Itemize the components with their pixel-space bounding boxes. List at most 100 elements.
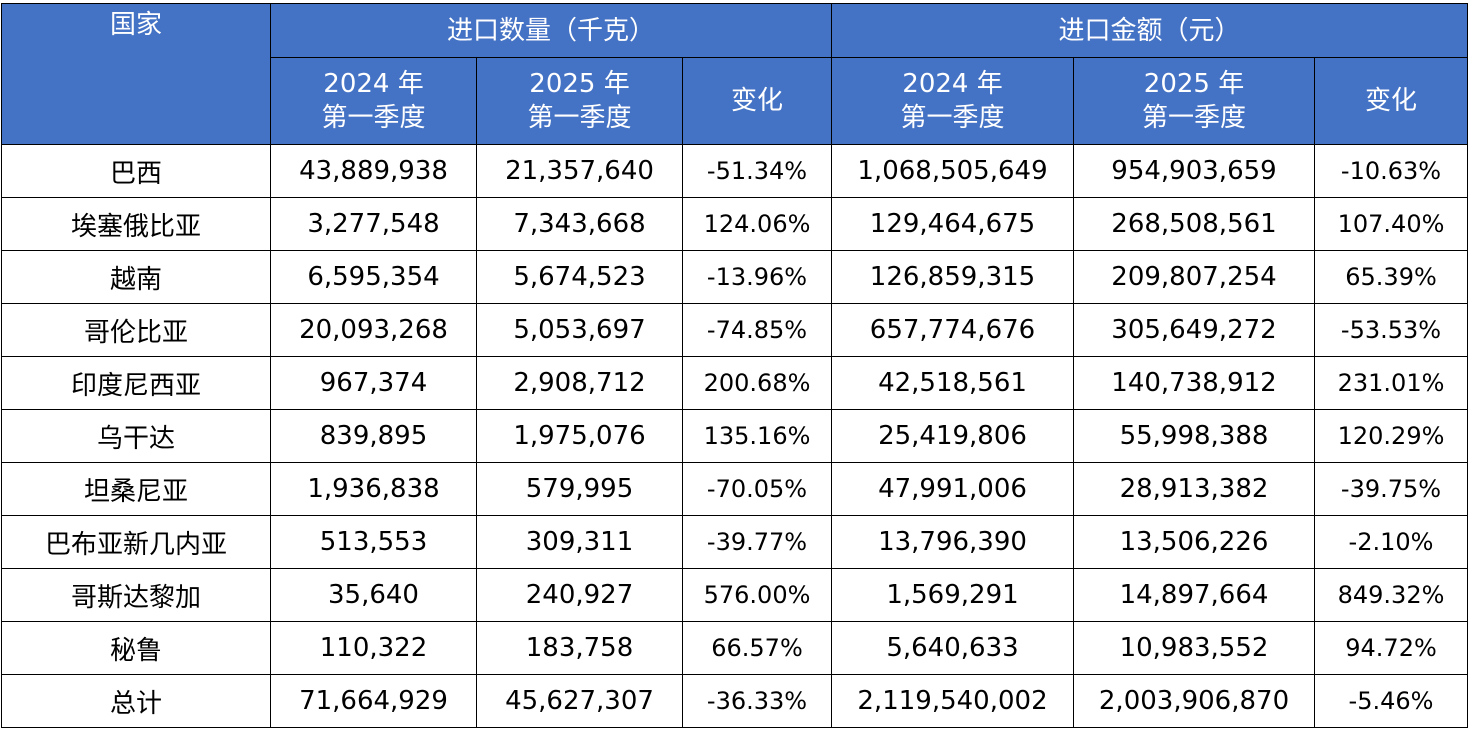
table-row: 巴西 43,889,938 21,357,640 -51.34% 1,068,505,6… [1,144,1469,198]
header-qty-2024-quarter: 第一季度 [321,103,426,133]
table-row: 越南 6,595,354 5,674,523 -13.96% 126,859,315 20… [1,250,1469,304]
table-row: 哥伦比亚 20,093,268 5,053,697 -74.85% 657,774,67… [1,303,1469,357]
cell-amt-2025: 2,003,906,870 [1073,674,1315,728]
cell-qty-2025: 183,758 [476,621,683,675]
cell-country: 巴布亚新几内亚 [1,515,271,569]
header-qty-change: 变化 [682,57,832,145]
cell-amt-2025: 14,897,664 [1073,568,1315,622]
cell-amt-2024: 47,991,006 [831,462,1074,516]
cell-qty-2024: 967,374 [270,356,477,410]
cell-amt-change: 94.72% [1313,621,1469,675]
header-qty-2024-year: 2024 年 [323,69,424,99]
header-amt-2024-year: 2024 年 [902,69,1003,99]
cell-amt-change: -53.53% [1313,303,1469,357]
cell-qty-2024: 110,322 [270,621,477,675]
cell-qty-2025: 2,908,712 [476,356,683,410]
cell-amt-2025: 55,998,388 [1073,409,1315,463]
cell-country: 秘鲁 [1,621,271,675]
cell-qty-2024: 43,889,938 [270,144,477,198]
cell-amt-2025: 10,983,552 [1073,621,1315,675]
cell-qty-2024: 839,895 [270,409,477,463]
cell-amt-2024: 129,464,675 [831,197,1074,251]
cell-qty-change: -13.96% [682,250,832,304]
cell-country: 越南 [1,250,271,304]
cell-country: 巴西 [1,144,271,198]
cell-amt-2024: 42,518,561 [831,356,1074,410]
cell-amt-2025: 140,738,912 [1073,356,1315,410]
header-amt-2024: 2024 年 第一季度 [831,57,1074,145]
cell-amt-2024: 126,859,315 [831,250,1074,304]
header-country: 国家 [1,3,271,145]
table-body: 巴西 43,889,938 21,357,640 -51.34% 1,068,505,6… [1,144,1469,728]
header-amt-2025: 2025 年 第一季度 [1073,57,1315,145]
cell-qty-change: -51.34% [682,144,832,198]
cell-amt-2024: 657,774,676 [831,303,1074,357]
cell-amt-change: -5.46% [1313,674,1469,728]
cell-amt-2024: 2,119,540,002 [831,674,1074,728]
cell-qty-2025: 45,627,307 [476,674,683,728]
table-row: 印度尼西亚 967,374 2,908,712 200.68% 42,518,561 14… [1,356,1469,410]
cell-country: 总计 [1,674,271,728]
cell-qty-2025: 309,311 [476,515,683,569]
cell-qty-2025: 7,343,668 [476,197,683,251]
cell-amt-change: 231.01% [1313,356,1469,410]
cell-qty-2024: 35,640 [270,568,477,622]
header-qty-2025-year: 2025 年 [529,69,630,99]
cell-amt-2025: 305,649,272 [1073,303,1315,357]
cell-country: 哥伦比亚 [1,303,271,357]
table-header: 国家 进口数量（千克） 进口金额（元） 2024 年 第一季度 2025 年 第… [1,3,1469,145]
cell-qty-change: 124.06% [682,197,832,251]
cell-amt-2024: 13,796,390 [831,515,1074,569]
cell-qty-change: 200.68% [682,356,832,410]
cell-qty-2025: 5,674,523 [476,250,683,304]
cell-qty-change: -70.05% [682,462,832,516]
cell-country: 哥斯达黎加 [1,568,271,622]
cell-amt-change: -10.63% [1313,144,1469,198]
cell-qty-2024: 3,277,548 [270,197,477,251]
cell-qty-2025: 5,053,697 [476,303,683,357]
total-row: 总计 71,664,929 45,627,307 -36.33% 2,119,540,0… [1,674,1469,728]
header-qty-2025: 2025 年 第一季度 [476,57,683,145]
cell-qty-change: -36.33% [682,674,832,728]
cell-amt-2024: 5,640,633 [831,621,1074,675]
cell-amt-change: -2.10% [1313,515,1469,569]
cell-amt-2024: 1,068,505,649 [831,144,1074,198]
cell-amt-2024: 25,419,806 [831,409,1074,463]
cell-qty-change: -39.77% [682,515,832,569]
cell-qty-2024: 20,093,268 [270,303,477,357]
cell-qty-2025: 1,975,076 [476,409,683,463]
cell-amt-2025: 209,807,254 [1073,250,1315,304]
cell-qty-2025: 240,927 [476,568,683,622]
header-import-quantity: 进口数量（千克） [270,3,832,58]
cell-country: 乌干达 [1,409,271,463]
cell-qty-change: 135.16% [682,409,832,463]
cell-country: 印度尼西亚 [1,356,271,410]
cell-country: 坦桑尼亚 [1,462,271,516]
cell-amt-2025: 954,903,659 [1073,144,1315,198]
cell-amt-2024: 1,569,291 [831,568,1074,622]
cell-amt-change: 107.40% [1313,197,1469,251]
cell-qty-change: 66.57% [682,621,832,675]
cell-amt-2025: 268,508,561 [1073,197,1315,251]
coffee-import-table: 国家 进口数量（千克） 进口金额（元） 2024 年 第一季度 2025 年 第… [1,3,1469,728]
table-row: 哥斯达黎加 35,640 240,927 576.00% 1,569,291 14,897… [1,568,1469,622]
cell-qty-change: 576.00% [682,568,832,622]
header-qty-2025-quarter: 第一季度 [527,103,632,133]
cell-amt-change: 849.32% [1313,568,1469,622]
table-row: 乌干达 839,895 1,975,076 135.16% 25,419,806 55,9… [1,409,1469,463]
cell-qty-2024: 513,553 [270,515,477,569]
table-row: 巴布亚新几内亚 513,553 309,311 -39.77% 13,796,390 13… [1,515,1469,569]
header-amt-change: 变化 [1313,57,1469,145]
cell-amt-change: 120.29% [1313,409,1469,463]
cell-qty-2025: 579,995 [476,462,683,516]
table-row: 坦桑尼亚 1,936,838 579,995 -70.05% 47,991,006 28,… [1,462,1469,516]
header-qty-2024: 2024 年 第一季度 [270,57,477,145]
cell-amt-change: -39.75% [1313,462,1469,516]
cell-amt-2025: 13,506,226 [1073,515,1315,569]
header-import-amount: 进口金额（元） [830,3,1469,58]
header-amt-2024-quarter: 第一季度 [900,103,1005,133]
cell-qty-2025: 21,357,640 [476,144,683,198]
cell-qty-change: -74.85% [682,303,832,357]
table-row: 埃塞俄比亚 3,277,548 7,343,668 124.06% 129,464,67… [1,197,1469,251]
header-amt-2025-quarter: 第一季度 [1141,103,1246,133]
